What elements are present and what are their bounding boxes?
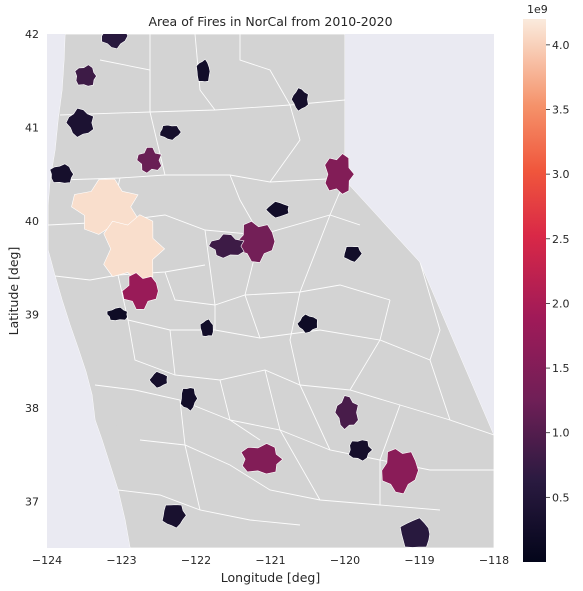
pacific-ocean [47,34,130,548]
fire-polygon [136,146,162,174]
nevada-region [345,34,494,435]
fire-polygon [291,87,309,112]
fire-polygon [324,153,355,195]
colorbar-tick-label: 1.5 [552,362,570,375]
y-axis-label: Latitude [deg] [6,247,21,336]
fire-polygon [65,107,94,138]
fire-polygons [49,34,431,548]
fire-polygon [159,124,182,141]
colorbar-tick-label: 1.0 [552,427,570,440]
x-axis-ticks: −124 −123 −122 −121 −120 −119 −118 [32,554,509,567]
x-axis-label: Longitude [deg] [221,570,320,585]
fire-polygon [106,306,128,321]
x-tick-label: −118 [479,554,509,567]
x-tick-label: −121 [255,554,285,567]
county-boundaries [47,34,494,526]
x-tick-label: −119 [404,554,434,567]
fire-polygon [240,443,284,475]
fire-polygon [148,371,168,389]
chart-title: Area of Fires in NorCal from 2010-2020 [148,14,392,29]
fire-polygon [161,504,187,529]
fire-polygon [265,201,290,219]
colorbar-tick-label: 3.0 [552,168,570,181]
colorbar-tick-label: 3.5 [552,104,570,117]
island [110,425,118,431]
x-tick-label: −120 [330,554,360,567]
fire-polygon [101,34,129,50]
island [117,431,123,437]
y-tick-label: 42 [25,28,39,41]
colorbar-tick-label: 2.0 [552,297,570,310]
y-tick-label: 41 [25,121,39,134]
fire-polygon [399,517,431,548]
y-tick-label: 38 [25,402,39,415]
y-tick-label: 39 [25,308,39,321]
fire-polygon [334,395,359,430]
colorbar-tick-label: 0.5 [552,491,570,504]
fire-polygon [208,233,245,259]
y-tick-label: 37 [25,495,39,508]
fire-polygon [381,448,419,495]
colorbar [523,19,546,562]
fire-polygon [180,387,198,412]
colorbar-tick-label: 2.5 [552,233,570,246]
fire-polygon [343,246,363,263]
fire-polygon [196,58,211,83]
fire-polygon [348,439,373,462]
fire-polygon [121,272,159,310]
fire-polygon [74,64,97,87]
x-tick-label: −124 [32,554,62,567]
colorbar-ticks: 0.5 1.0 1.5 2.0 2.5 3.0 3.5 4.0 [546,39,570,504]
fire-polygon [49,163,74,184]
colorbar-offset-label: 1e9 [527,3,548,16]
y-tick-label: 40 [25,215,39,228]
fire-polygon [296,313,318,334]
colorbar-tick-label: 4.0 [552,39,570,52]
x-tick-label: −122 [181,554,211,567]
x-tick-label: −123 [106,554,136,567]
y-axis-ticks: 37 38 39 40 41 42 [25,28,39,508]
fire-polygon [199,318,214,337]
